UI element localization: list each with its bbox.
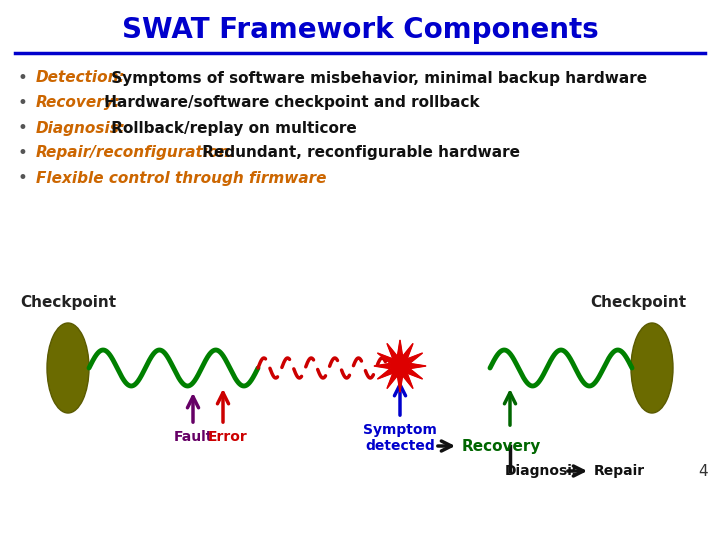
Text: Symptoms of software misbehavior, minimal backup hardware: Symptoms of software misbehavior, minima… <box>106 71 647 85</box>
Ellipse shape <box>631 323 673 413</box>
Text: Flexible control through firmware: Flexible control through firmware <box>36 171 326 186</box>
Text: 4: 4 <box>698 463 708 478</box>
Text: •: • <box>17 119 27 137</box>
Text: Detection:: Detection: <box>36 71 125 85</box>
Text: Repair/reconfiguration:: Repair/reconfiguration: <box>36 145 236 160</box>
Text: Diagnosis:: Diagnosis: <box>36 120 126 136</box>
Polygon shape <box>374 340 426 392</box>
Text: •: • <box>17 94 27 112</box>
Text: SWAT Framework Components: SWAT Framework Components <box>122 16 598 44</box>
Text: Checkpoint: Checkpoint <box>590 294 686 309</box>
Text: Repair: Repair <box>594 464 645 478</box>
Text: •: • <box>17 69 27 87</box>
Text: Redundant, reconfigurable hardware: Redundant, reconfigurable hardware <box>197 145 520 160</box>
Text: Error: Error <box>208 430 248 444</box>
Text: •: • <box>17 169 27 187</box>
Ellipse shape <box>47 323 89 413</box>
Text: Diagnosis: Diagnosis <box>505 464 581 478</box>
Text: Recovery: Recovery <box>462 438 541 454</box>
Text: Fault: Fault <box>174 430 212 444</box>
Text: •: • <box>17 144 27 162</box>
Text: Symptom
detected: Symptom detected <box>363 423 437 453</box>
Text: Recovery:: Recovery: <box>36 96 121 111</box>
Text: Checkpoint: Checkpoint <box>20 294 116 309</box>
Text: Rollback/replay on multicore: Rollback/replay on multicore <box>106 120 356 136</box>
Text: Hardware/software checkpoint and rollback: Hardware/software checkpoint and rollbac… <box>99 96 480 111</box>
